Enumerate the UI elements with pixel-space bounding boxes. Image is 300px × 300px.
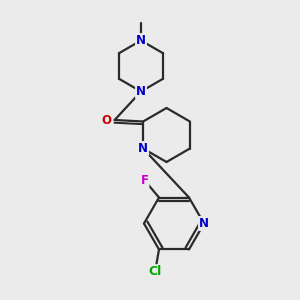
Text: Cl: Cl [148,265,162,278]
Text: N: N [136,85,146,98]
Text: F: F [140,174,148,187]
Text: N: N [136,34,146,47]
Text: N: N [138,142,148,155]
Text: N: N [199,217,209,230]
Text: O: O [101,113,111,127]
